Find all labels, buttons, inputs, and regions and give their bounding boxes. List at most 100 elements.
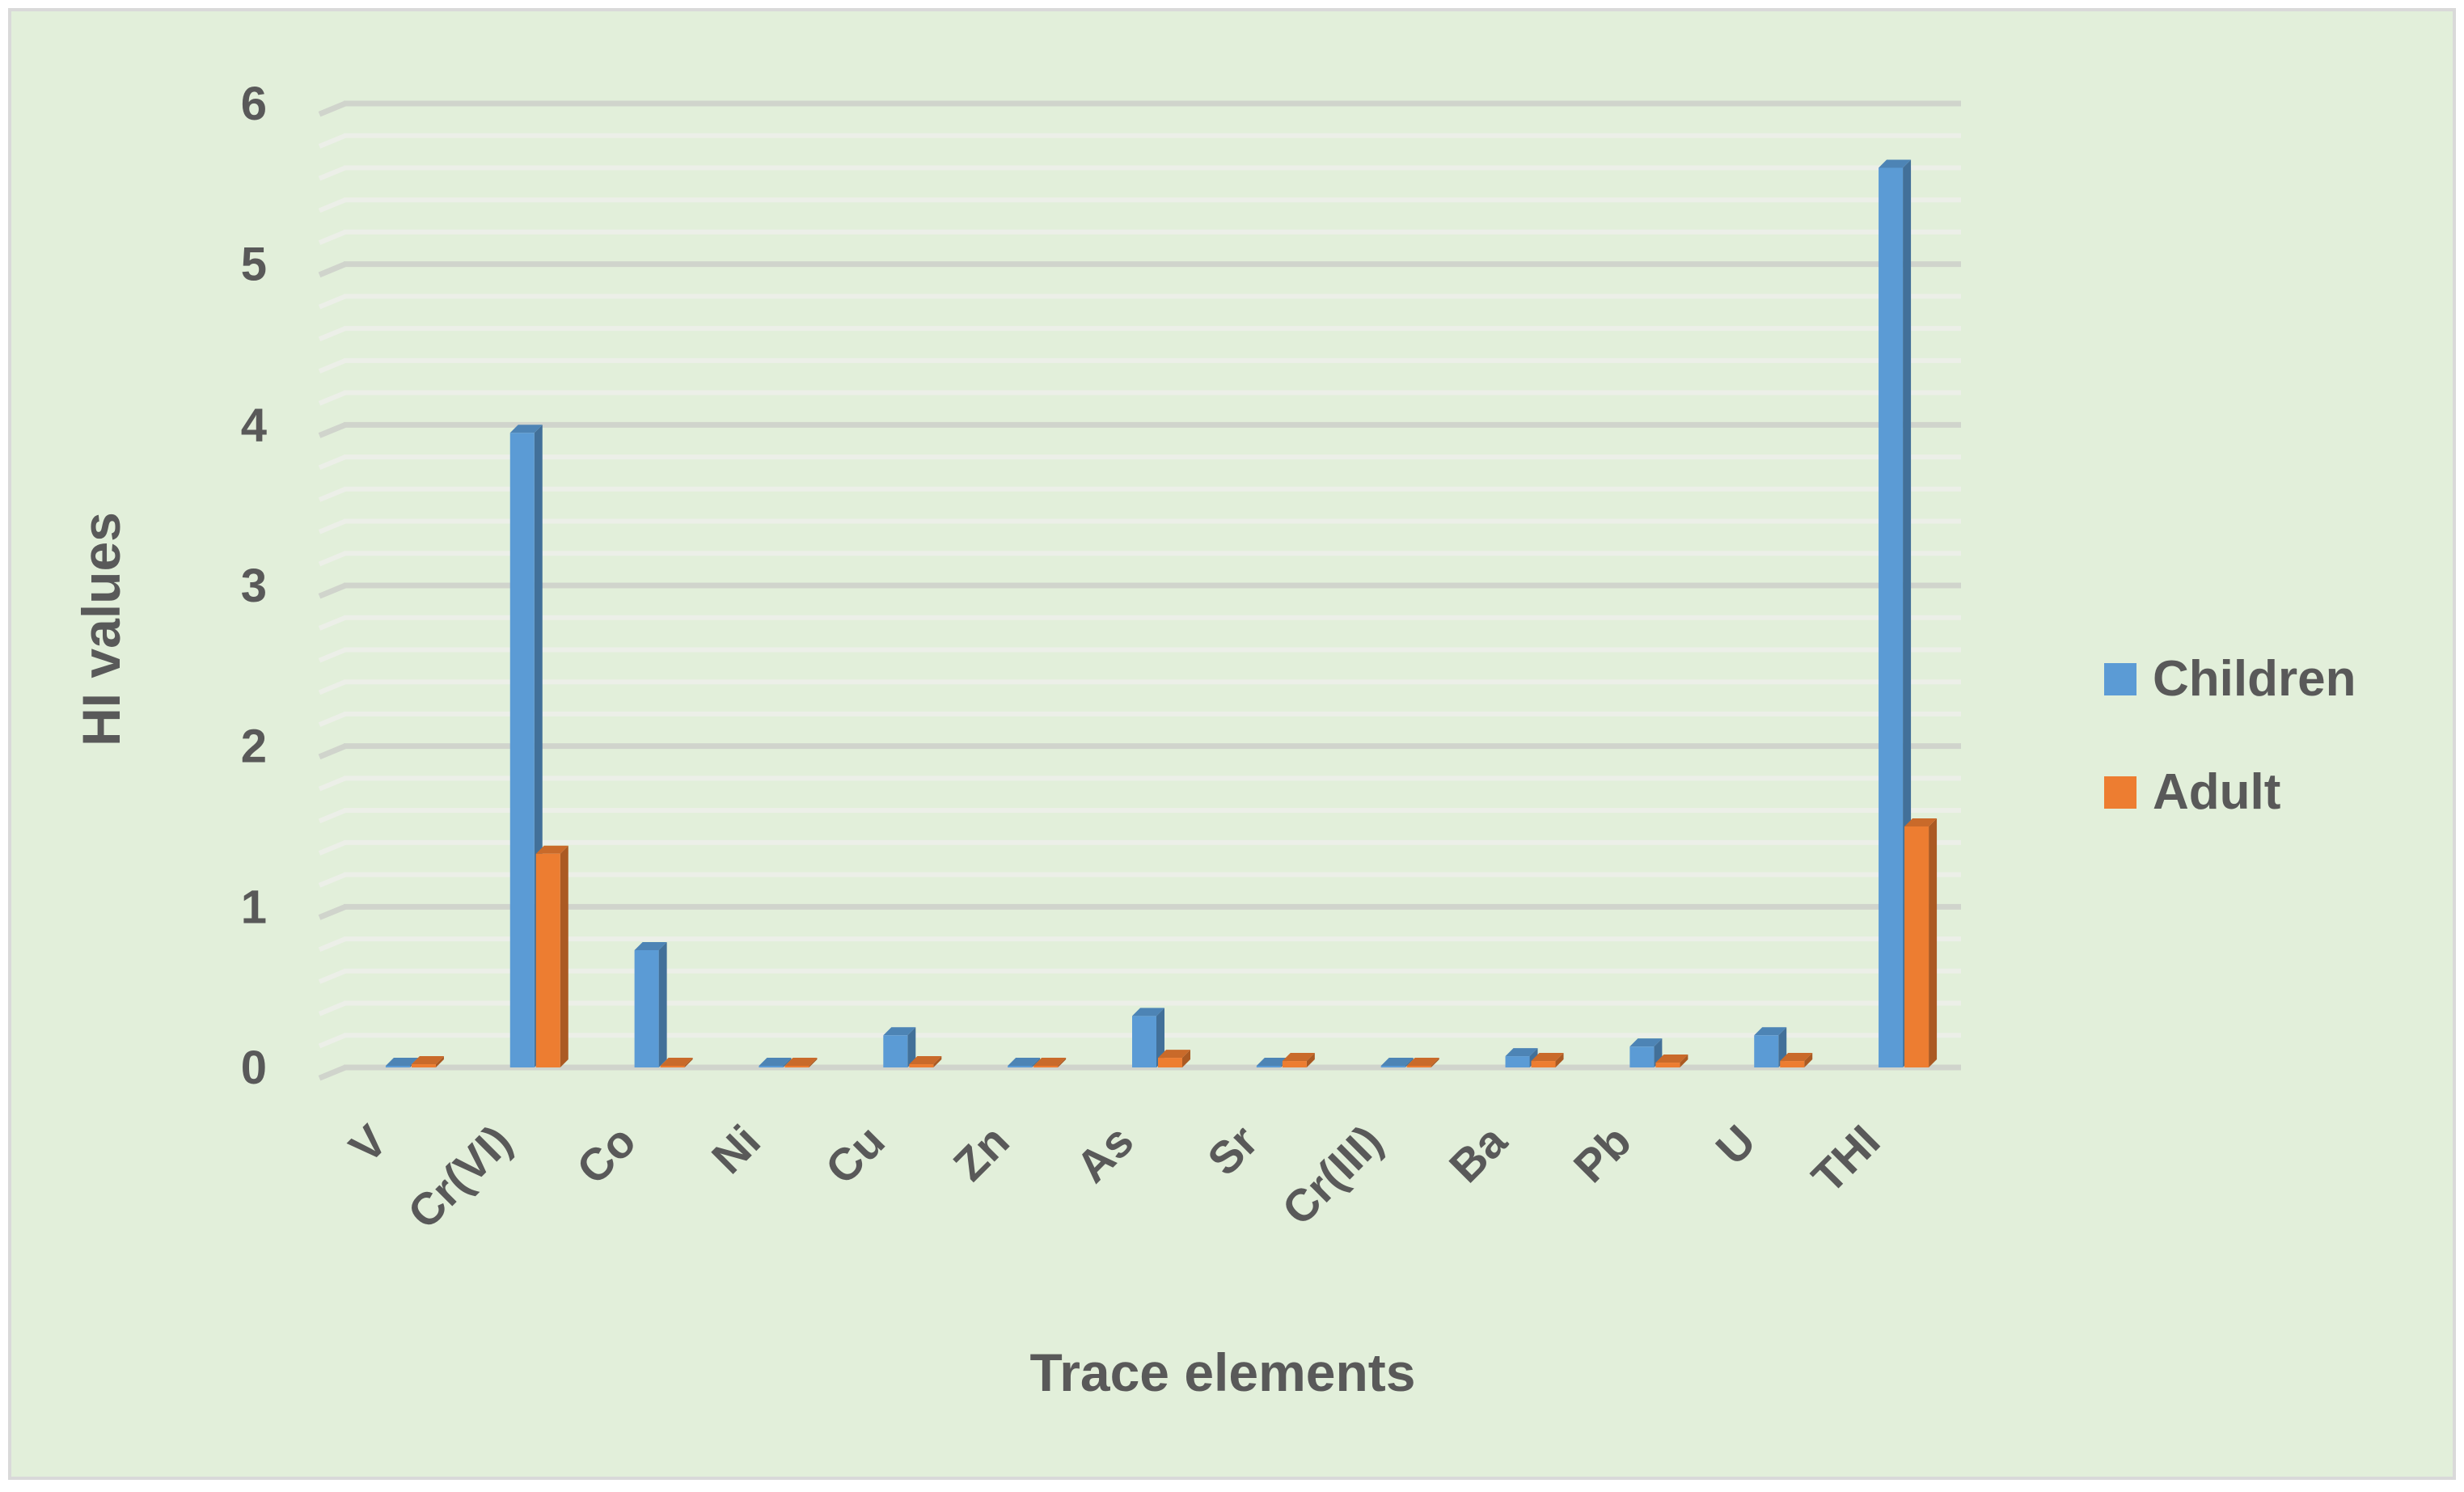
- bar-front: [1256, 1066, 1281, 1067]
- grid-line: [318, 358, 347, 374]
- grid-line: [318, 679, 347, 695]
- bar-adult-cu: [909, 1056, 942, 1067]
- y-tick-label: 1: [241, 881, 267, 933]
- grid-line: [318, 582, 347, 599]
- bar-top: [1158, 1050, 1190, 1059]
- bar-top: [634, 941, 667, 950]
- bar-front: [1531, 1061, 1556, 1067]
- y-axis-title: HI values: [71, 512, 131, 746]
- grid-line: [318, 743, 347, 760]
- bar-front: [1754, 1035, 1779, 1067]
- grid-line: [318, 454, 347, 471]
- legend-label-adult: Adult: [2153, 764, 2280, 820]
- bar-side: [907, 1027, 916, 1067]
- bar-children-cu: [883, 1027, 916, 1067]
- bar-front: [1282, 1061, 1307, 1067]
- bar-side: [560, 845, 568, 1067]
- bar-front: [1505, 1056, 1530, 1067]
- bar-side: [1431, 1058, 1439, 1067]
- bar-front: [411, 1064, 436, 1067]
- bar-top: [660, 1058, 693, 1066]
- bar-top: [1008, 1058, 1041, 1066]
- y-tick-label: 3: [241, 560, 267, 612]
- bar-top: [1629, 1038, 1663, 1047]
- bar-side: [1156, 1008, 1164, 1067]
- bar-front: [759, 1066, 784, 1067]
- bar-adult-as: [1158, 1050, 1190, 1067]
- grid-line: [318, 1000, 347, 1017]
- bar-front: [660, 1066, 685, 1067]
- bar-top: [1406, 1058, 1439, 1066]
- bar-top: [1256, 1058, 1289, 1066]
- bar-top: [1380, 1058, 1414, 1066]
- grid-line: [318, 615, 347, 631]
- bar-side: [1032, 1058, 1041, 1067]
- bar-top: [1531, 1053, 1564, 1062]
- x-axis-title: Trace elements: [1030, 1342, 1416, 1402]
- grid-line: [318, 712, 347, 727]
- grid-line: [318, 100, 347, 117]
- bar-children-ni: [759, 1058, 792, 1067]
- bar-side: [1405, 1058, 1414, 1067]
- grid-line: [318, 230, 347, 245]
- bar-front: [1406, 1066, 1431, 1067]
- legend-swatch-children: [2104, 663, 2136, 695]
- bar-top: [1780, 1053, 1813, 1062]
- bar-side: [1929, 818, 1938, 1067]
- legend-swatch-adult: [2104, 776, 2136, 809]
- bar-front: [1780, 1061, 1805, 1067]
- bar-top: [1505, 1048, 1538, 1057]
- bars: [385, 159, 1938, 1067]
- bar-top: [909, 1056, 942, 1065]
- bar-side: [1182, 1050, 1190, 1067]
- legend-label-children: Children: [2153, 651, 2356, 707]
- bar-front: [1655, 1063, 1680, 1067]
- y-tick-label: 5: [241, 239, 267, 291]
- bar-top: [759, 1058, 792, 1066]
- grid-line: [318, 518, 347, 535]
- grid-layer: [318, 100, 1961, 1081]
- bar-top: [1282, 1053, 1315, 1062]
- grid-line: [318, 936, 347, 953]
- grid-line: [318, 776, 347, 792]
- bar-top: [1132, 1008, 1164, 1017]
- bar-side: [658, 941, 667, 1067]
- grid-line: [318, 969, 347, 984]
- bar-adult-sr: [1282, 1053, 1315, 1067]
- bar-side: [783, 1058, 792, 1067]
- bar-children-as: [1132, 1008, 1164, 1067]
- bar-top: [1754, 1027, 1787, 1036]
- bar-front: [1158, 1058, 1182, 1067]
- bar-front: [1629, 1046, 1655, 1067]
- bar-front: [535, 853, 560, 1067]
- bar-side: [435, 1056, 444, 1067]
- bar-side: [1058, 1058, 1067, 1067]
- grid-line: [318, 1033, 347, 1049]
- bar-top: [1033, 1058, 1067, 1066]
- grid-line: [318, 808, 347, 824]
- bar-children-zn: [1008, 1058, 1041, 1067]
- bar-adult-ni: [784, 1058, 818, 1067]
- bar-top: [1879, 159, 1912, 168]
- bar-front: [385, 1066, 410, 1067]
- bar-side: [1306, 1053, 1315, 1067]
- bar-top: [535, 845, 568, 854]
- bar-side: [1804, 1053, 1813, 1067]
- grid-line: [318, 1064, 347, 1081]
- bar-front: [1904, 826, 1929, 1067]
- y-tick-label: 2: [241, 721, 267, 773]
- bar-top: [883, 1027, 916, 1036]
- bar-side: [933, 1056, 942, 1067]
- grid-line: [318, 261, 347, 278]
- grid-line: [318, 840, 347, 856]
- bar-front: [909, 1064, 934, 1067]
- bar-children-pb: [1629, 1038, 1663, 1067]
- bar-adult-thi: [1904, 818, 1938, 1067]
- grid-line: [318, 904, 347, 920]
- grid-line: [318, 326, 347, 342]
- bar-top: [509, 425, 543, 433]
- y-tick-label: 0: [241, 1042, 267, 1094]
- grid-line: [318, 294, 347, 310]
- grid-line: [318, 133, 347, 149]
